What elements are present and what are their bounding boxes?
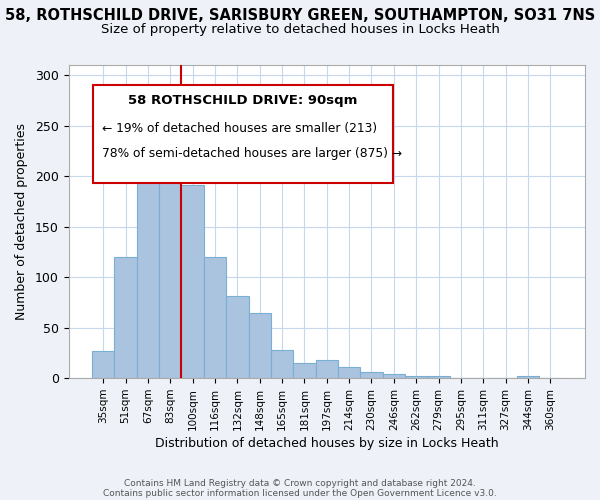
X-axis label: Distribution of detached houses by size in Locks Heath: Distribution of detached houses by size … xyxy=(155,437,499,450)
Y-axis label: Number of detached properties: Number of detached properties xyxy=(15,123,28,320)
Bar xyxy=(181,185,204,378)
Bar xyxy=(115,257,137,378)
Text: Contains HM Land Registry data © Crown copyright and database right 2024.: Contains HM Land Registry data © Crown c… xyxy=(124,478,476,488)
Bar xyxy=(92,351,115,378)
Bar xyxy=(204,257,226,378)
Bar xyxy=(405,376,427,378)
Bar xyxy=(137,143,159,378)
Text: 78% of semi-detached houses are larger (875) →: 78% of semi-detached houses are larger (… xyxy=(102,148,402,160)
Bar xyxy=(271,350,293,378)
Text: Contains public sector information licensed under the Open Government Licence v3: Contains public sector information licen… xyxy=(103,488,497,498)
Text: 58, ROTHSCHILD DRIVE, SARISBURY GREEN, SOUTHAMPTON, SO31 7NS: 58, ROTHSCHILD DRIVE, SARISBURY GREEN, S… xyxy=(5,8,595,22)
Bar xyxy=(517,376,539,378)
Bar xyxy=(293,363,316,378)
Bar xyxy=(316,360,338,378)
Text: Size of property relative to detached houses in Locks Heath: Size of property relative to detached ho… xyxy=(101,22,499,36)
Bar xyxy=(226,296,248,378)
Bar xyxy=(427,376,450,378)
Bar xyxy=(361,372,383,378)
Bar xyxy=(159,164,181,378)
Bar xyxy=(338,367,361,378)
Text: ← 19% of detached houses are smaller (213): ← 19% of detached houses are smaller (21… xyxy=(102,122,377,136)
Bar xyxy=(383,374,405,378)
Bar xyxy=(248,312,271,378)
Text: 58 ROTHSCHILD DRIVE: 90sqm: 58 ROTHSCHILD DRIVE: 90sqm xyxy=(128,94,358,107)
